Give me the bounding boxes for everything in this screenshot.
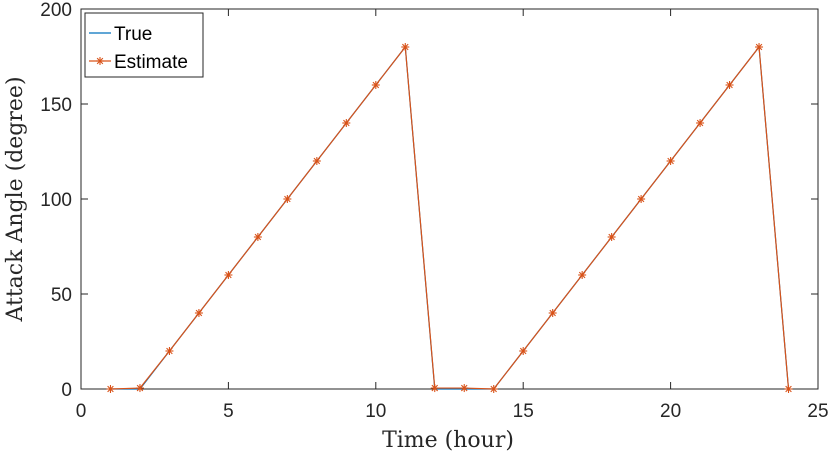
data-point-estimate-15 [519, 347, 528, 355]
x-tick-label-0: 0 [76, 401, 87, 422]
data-point-estimate-3 [165, 347, 174, 355]
data-point-estimate-21 [696, 119, 705, 127]
series-line-estimate [110, 45, 790, 390]
y-tick-label-100: 100 [40, 190, 72, 211]
data-point-estimate-23 [755, 43, 764, 51]
data-point-estimate-11 [401, 43, 410, 51]
x-tick-label-15: 15 [513, 401, 534, 422]
series-line-true [110, 45, 790, 390]
data-point-estimate-1 [106, 385, 115, 393]
y-axis-title: Attack Angle (degree) [3, 76, 28, 322]
x-tick-label-20: 20 [660, 401, 681, 422]
data-point-estimate-19 [637, 195, 646, 203]
x-axis-title: Time (hour) [382, 428, 514, 453]
y-tick-label-0: 0 [61, 380, 72, 401]
data-point-estimate-13 [460, 384, 469, 393]
data-point-estimate-8 [312, 157, 321, 165]
data-point-estimate-16 [548, 309, 557, 317]
data-point-estimate-5 [224, 271, 233, 279]
data-point-estimate-9 [342, 119, 351, 127]
y-tick-label-150: 150 [40, 95, 72, 116]
data-point-estimate-2 [135, 384, 144, 393]
data-point-estimate-10 [371, 81, 380, 89]
legend-label-estimate: Estimate [114, 52, 188, 73]
x-tick-label-25: 25 [807, 401, 828, 422]
data-point-estimate-22 [725, 81, 734, 89]
x-tick-label-5: 5 [223, 401, 234, 422]
legend-marker-estimate [96, 57, 104, 65]
data-point-estimate-14 [489, 385, 498, 393]
legend-label-true: True [114, 24, 152, 45]
y-tick-label-200: 200 [40, 0, 72, 21]
data-point-estimate-18 [607, 233, 616, 241]
data-point-estimate-20 [666, 157, 675, 165]
data-point-estimate-7 [283, 195, 292, 203]
data-point-estimate-6 [253, 233, 262, 241]
legend-box [84, 12, 204, 78]
y-tick-label-50: 50 [51, 285, 72, 306]
data-point-estimate-17 [578, 271, 587, 279]
x-tick-label-10: 10 [365, 401, 386, 422]
data-point-estimate-12 [430, 384, 439, 393]
data-point-estimate-24 [784, 385, 793, 393]
data-point-estimate-4 [194, 309, 203, 317]
